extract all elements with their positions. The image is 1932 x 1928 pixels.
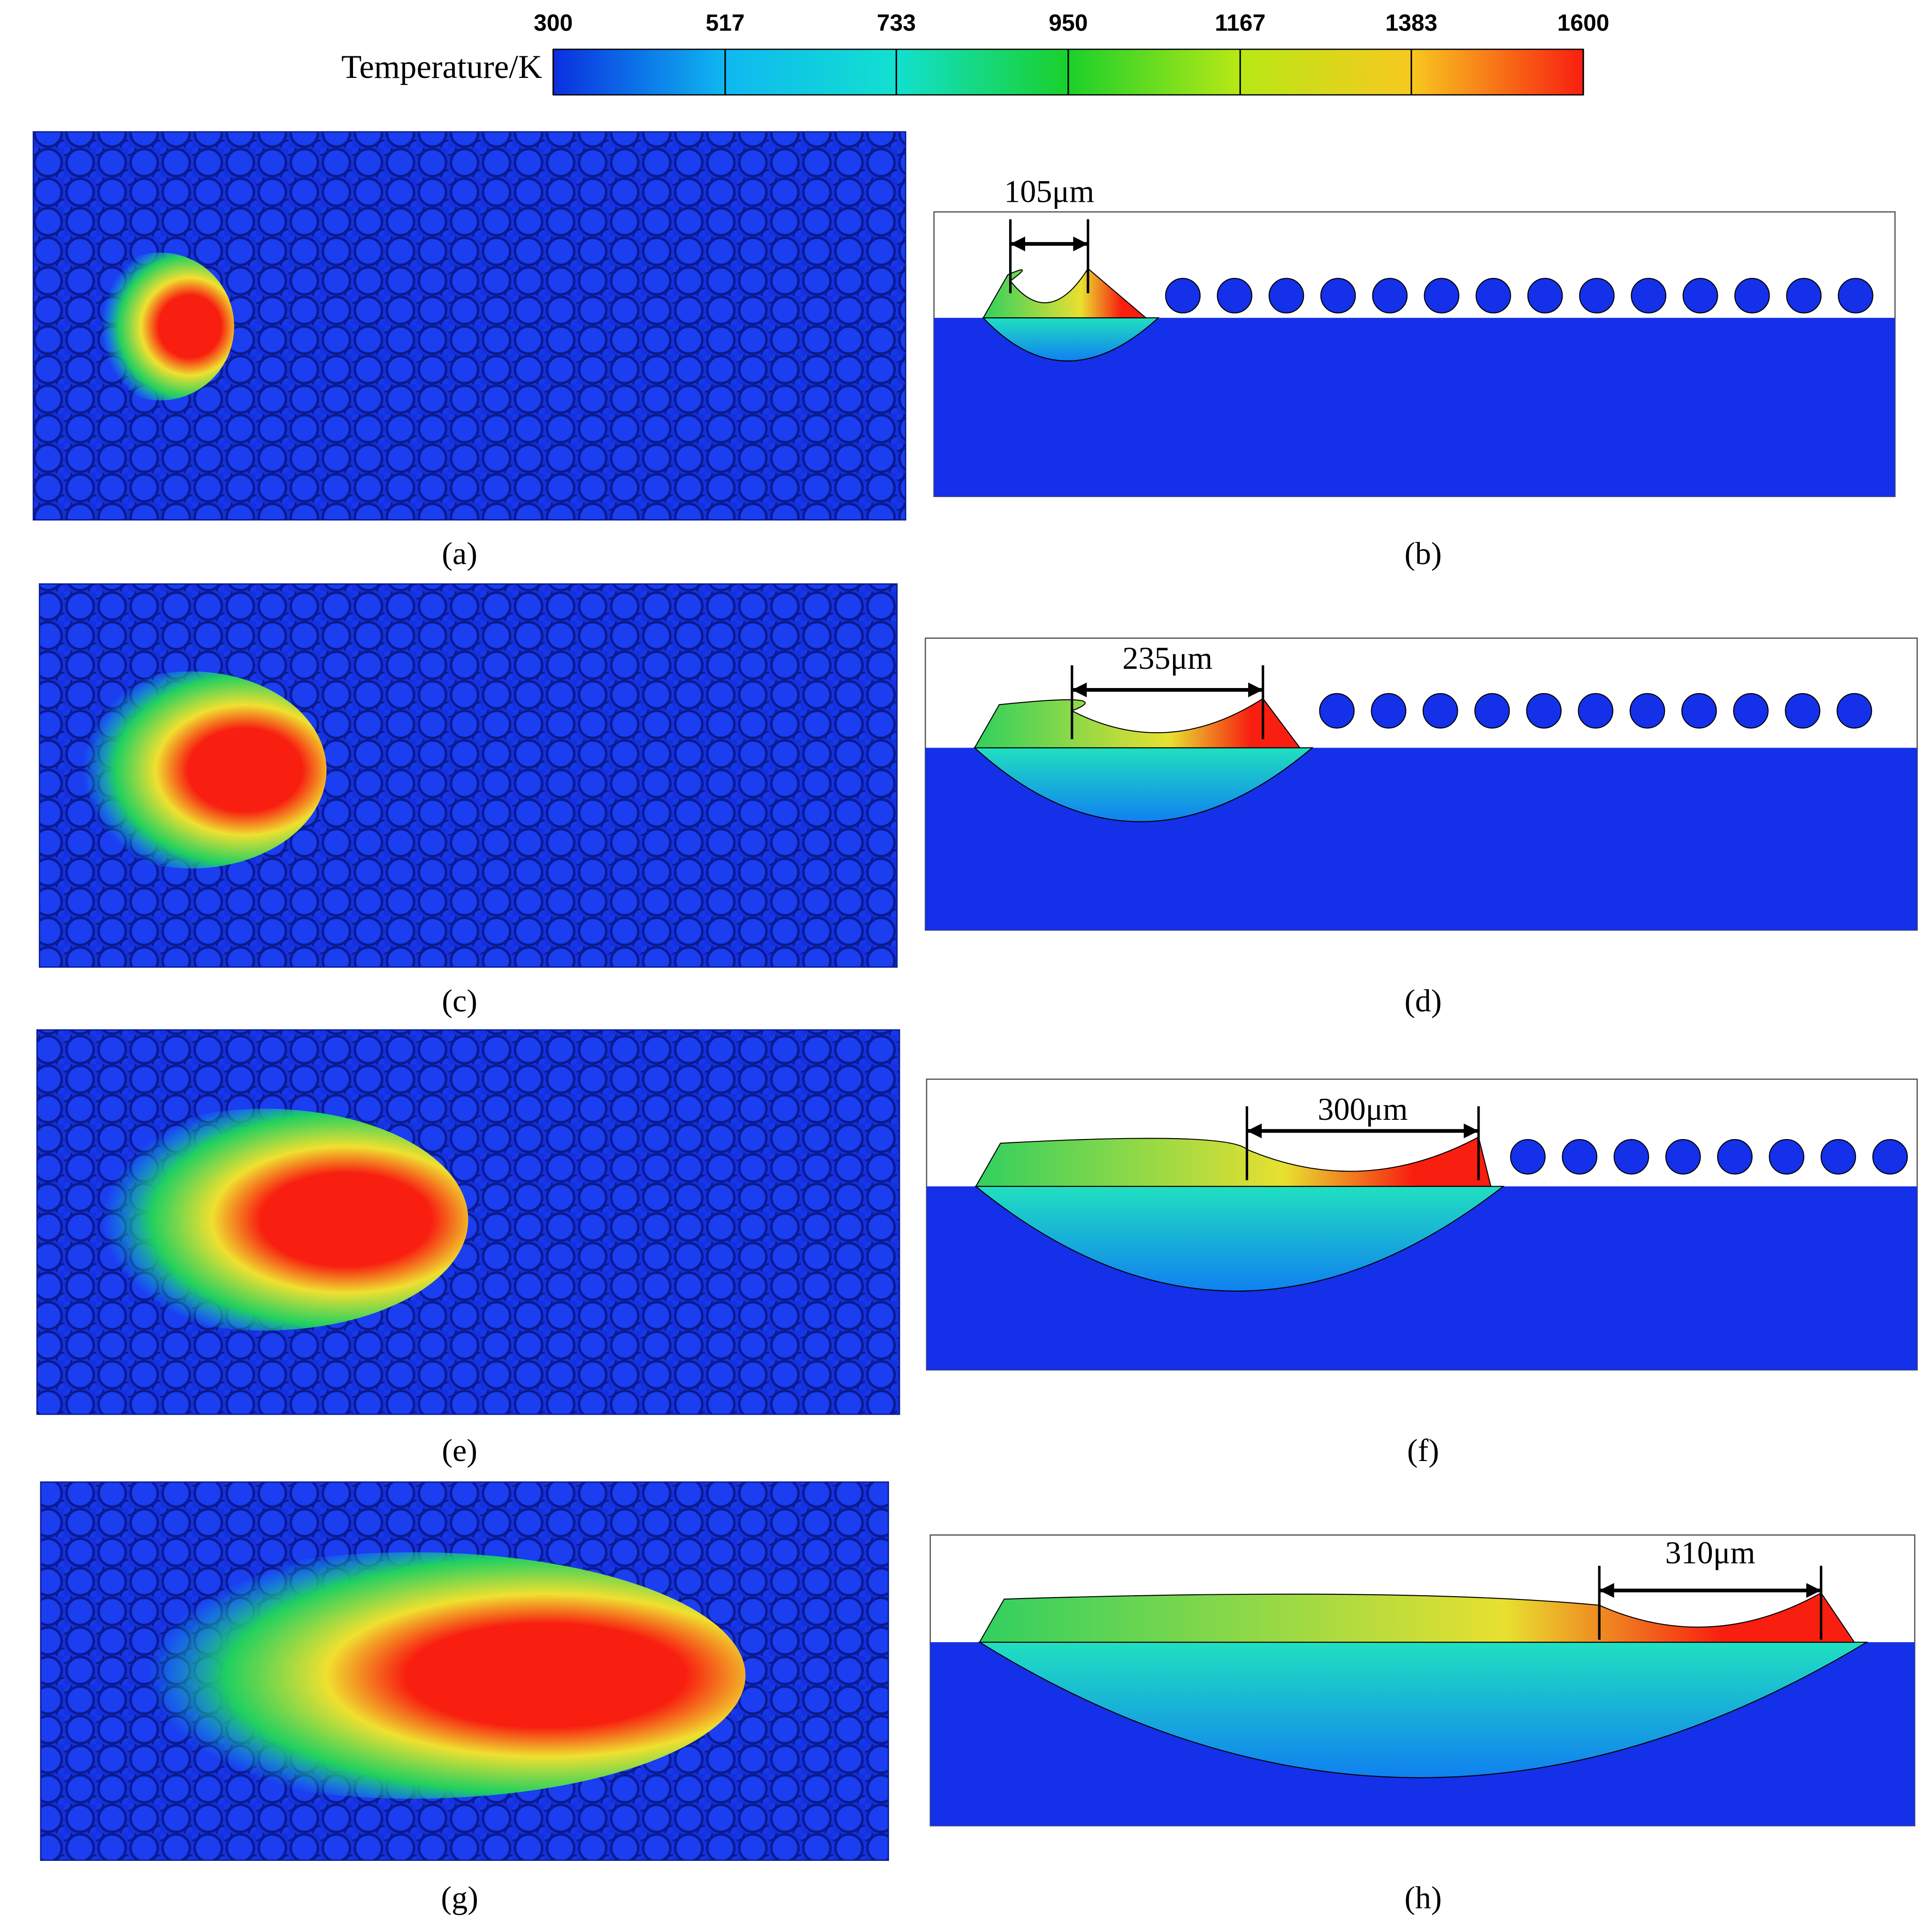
dimension-label: 300μm bbox=[1318, 1091, 1408, 1127]
powder-particle bbox=[1268, 278, 1304, 314]
powder-particle bbox=[1838, 278, 1873, 314]
powder-particle bbox=[1165, 278, 1201, 314]
heat-zone bbox=[86, 252, 234, 401]
powder-particle bbox=[1474, 693, 1510, 729]
powder-particle bbox=[1578, 693, 1614, 729]
powder-particle bbox=[1319, 693, 1355, 729]
powder-particle bbox=[1785, 693, 1821, 729]
powder-particle bbox=[1769, 1139, 1804, 1175]
powder-particle bbox=[1717, 1139, 1753, 1175]
colorbar-tick-label: 517 bbox=[705, 10, 744, 36]
powder-particle bbox=[1217, 278, 1253, 314]
powder-particle bbox=[1613, 1139, 1649, 1175]
panel-label: (f) bbox=[1407, 1432, 1439, 1468]
colorbar-tick-label: 950 bbox=[1049, 10, 1088, 36]
powder-particle bbox=[1786, 278, 1822, 314]
powder-particle bbox=[1372, 278, 1408, 314]
powder-particle bbox=[1526, 693, 1562, 729]
colorbar-tick-label: 733 bbox=[877, 10, 916, 36]
colorbar-tick-label: 300 bbox=[534, 10, 573, 36]
colorbar-tick-label: 1167 bbox=[1215, 10, 1265, 36]
dimension-label: 310μm bbox=[1665, 1535, 1755, 1570]
colorbar-tick-label: 1600 bbox=[1557, 10, 1610, 36]
powder-particle bbox=[1371, 693, 1407, 729]
powder-particle bbox=[1682, 278, 1718, 314]
dimension-label: 235μm bbox=[1122, 640, 1212, 676]
heat-zone bbox=[80, 1552, 746, 1799]
powder-particle bbox=[1562, 1139, 1598, 1175]
panel-label: (c) bbox=[442, 983, 477, 1018]
powder-particle bbox=[1579, 278, 1615, 314]
dimension-label: 105μm bbox=[1004, 173, 1094, 209]
powder-particle bbox=[1475, 278, 1511, 314]
powder-particle bbox=[1734, 278, 1770, 314]
powder-particle bbox=[1510, 1139, 1546, 1175]
powder-particle bbox=[1872, 1139, 1908, 1175]
heat-zone bbox=[55, 671, 327, 869]
powder-particle bbox=[1629, 693, 1665, 729]
melt-pool bbox=[974, 697, 1301, 749]
powder-particle bbox=[1424, 278, 1460, 314]
melt-pool bbox=[979, 1592, 1855, 1643]
heat-zone bbox=[61, 1109, 468, 1331]
powder-particle bbox=[1836, 693, 1872, 729]
panel-label: (h) bbox=[1404, 1880, 1442, 1915]
heat-affected-zone bbox=[982, 317, 1160, 362]
heat-affected-zone bbox=[973, 747, 1314, 822]
powder-particle bbox=[1527, 278, 1563, 314]
colorbar-tick-label: 1383 bbox=[1385, 10, 1437, 36]
heat-affected-zone bbox=[978, 1641, 1869, 1778]
powder-particle bbox=[1665, 1139, 1701, 1175]
powder-particle bbox=[1733, 693, 1769, 729]
panel-label: (e) bbox=[442, 1432, 477, 1468]
panel-label: (d) bbox=[1404, 983, 1442, 1018]
heat-affected-zone bbox=[974, 1186, 1505, 1292]
panel-label: (a) bbox=[442, 536, 477, 571]
powder-particle bbox=[1681, 693, 1717, 729]
powder-particle bbox=[1320, 278, 1356, 314]
panel-label: (b) bbox=[1404, 536, 1442, 571]
panel-label: (g) bbox=[441, 1880, 478, 1915]
powder-particle bbox=[1631, 278, 1667, 314]
powder-particle bbox=[1820, 1139, 1856, 1175]
melt-pool bbox=[982, 268, 1148, 319]
powder-particle bbox=[1422, 693, 1458, 729]
colorbar-title: Temperature/K bbox=[341, 49, 542, 85]
